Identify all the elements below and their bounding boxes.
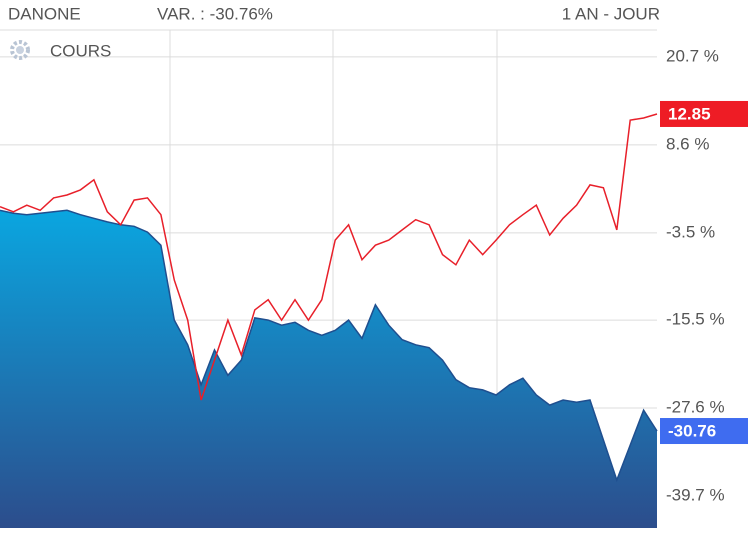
y-tick-label: 20.7 %: [666, 46, 719, 65]
y-tick-label: 8.6 %: [666, 134, 709, 153]
variation: VAR. : -30.76%: [157, 4, 273, 23]
last-value-box: [660, 418, 748, 445]
y-tick-label: -15.5 %: [666, 310, 725, 329]
period[interactable]: 1 AN - JOUR: [562, 4, 660, 23]
last-value-box: [660, 100, 748, 127]
y-tick-label: -27.6 %: [666, 398, 725, 417]
last-value-label: -30.76: [668, 422, 716, 441]
y-tick-label: -3.5 %: [666, 222, 715, 241]
stock-name: DANONE: [8, 4, 81, 23]
line: [0, 209, 658, 483]
area: [0, 210, 657, 529]
settings-icon[interactable]: [10, 40, 30, 60]
plot: [0, 56, 658, 529]
y-tick-label: -39.7 %: [666, 485, 725, 504]
chart-title: COURS: [50, 41, 111, 60]
last-value-label: 12.85: [668, 104, 711, 123]
line: [0, 113, 658, 401]
